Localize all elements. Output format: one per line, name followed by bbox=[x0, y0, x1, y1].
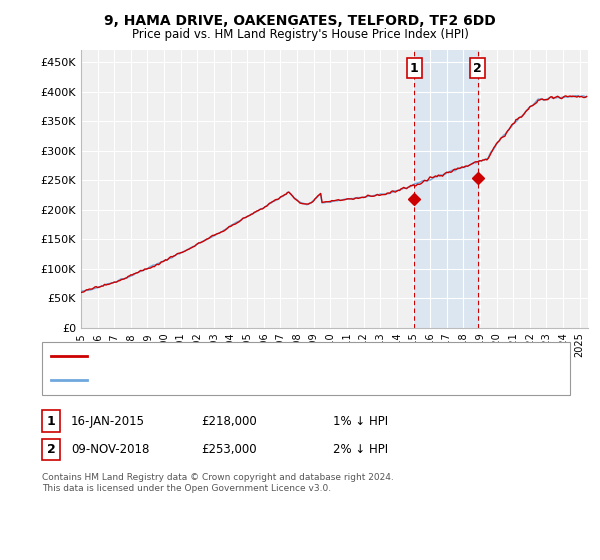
Text: 9, HAMA DRIVE, OAKENGATES, TELFORD, TF2 6DD: 9, HAMA DRIVE, OAKENGATES, TELFORD, TF2 … bbox=[104, 14, 496, 28]
Text: 16-JAN-2015: 16-JAN-2015 bbox=[71, 414, 145, 428]
Text: 1: 1 bbox=[47, 414, 55, 428]
Text: 2% ↓ HPI: 2% ↓ HPI bbox=[333, 443, 388, 456]
Text: £253,000: £253,000 bbox=[201, 443, 257, 456]
Text: 9, HAMA DRIVE, OAKENGATES, TELFORD, TF2 6DD (detached house): 9, HAMA DRIVE, OAKENGATES, TELFORD, TF2 … bbox=[93, 352, 449, 362]
Text: 2: 2 bbox=[47, 443, 55, 456]
Text: HPI: Average price, detached house, Telford and Wrekin: HPI: Average price, detached house, Telf… bbox=[93, 375, 383, 385]
Text: Price paid vs. HM Land Registry's House Price Index (HPI): Price paid vs. HM Land Registry's House … bbox=[131, 28, 469, 41]
Text: Contains HM Land Registry data © Crown copyright and database right 2024.
This d: Contains HM Land Registry data © Crown c… bbox=[42, 473, 394, 493]
Text: £218,000: £218,000 bbox=[201, 414, 257, 428]
Text: 1% ↓ HPI: 1% ↓ HPI bbox=[333, 414, 388, 428]
Text: 2: 2 bbox=[473, 62, 482, 74]
Text: 1: 1 bbox=[410, 62, 418, 74]
Text: 09-NOV-2018: 09-NOV-2018 bbox=[71, 443, 149, 456]
Bar bbox=[414, 50, 478, 328]
